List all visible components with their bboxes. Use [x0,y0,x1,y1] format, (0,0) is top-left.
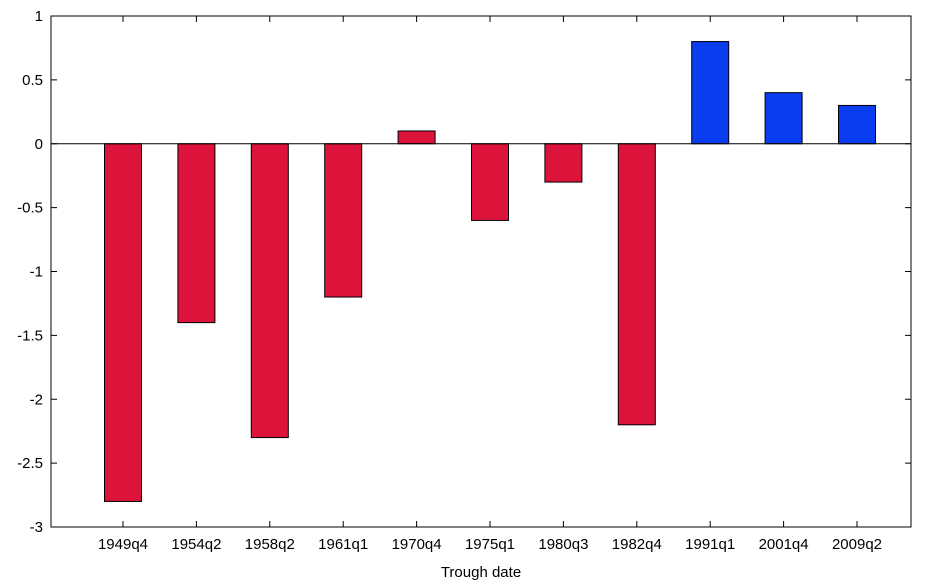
bar-1991q1 [691,41,730,145]
x-tick-label: 1980q3 [538,536,588,553]
x-tick-label: 1982q4 [612,536,662,553]
bar-1970q4 [397,130,436,145]
x-tick-label: 2009q2 [832,536,882,553]
x-axis-label: Trough date [441,564,521,581]
y-tick-label: 0 [35,136,43,153]
y-tick-label: 1 [35,8,43,25]
y-tick-label: 0.5 [22,72,43,89]
bar-1961q1 [324,143,363,298]
y-axis-ticks: 1 0.5 0 -0.5 -1 -1.5 -2 -2.5 -3 [17,8,911,536]
x-axis-ticks: 1949q4 1954q2 1958q2 1961q1 1970q4 1975q1 1980… [98,16,882,553]
x-tick-label: 1975q1 [465,536,515,553]
x-tick-label: 2001q4 [759,536,809,553]
x-tick-label: 1949q4 [98,536,148,553]
y-tick-label: -0.5 [17,200,43,217]
x-tick-label: 1961q1 [318,536,368,553]
bar-1954q2 [177,143,216,324]
plot-frame [50,15,912,528]
x-tick-label: 1991q1 [685,536,735,553]
y-tick-label: -1.5 [17,327,43,344]
bar-1975q1 [471,143,509,221]
bar-1949q4 [104,143,142,502]
bar-1958q2 [250,143,289,439]
x-tick-label: 1958q2 [245,536,295,553]
x-tick-label: 1954q2 [171,536,221,553]
bar-1982q4 [617,143,656,426]
bars-group [104,41,876,502]
y-tick-label: -2 [30,391,43,408]
y-tick-label: -2.5 [17,455,43,472]
x-tick-label: 1970q4 [392,536,442,553]
bar-2001q4 [764,92,803,145]
bar-1980q3 [544,143,583,183]
bar-2009q2 [838,104,876,145]
y-tick-label: -3 [30,519,43,536]
y-tick-label: -1 [30,264,43,281]
